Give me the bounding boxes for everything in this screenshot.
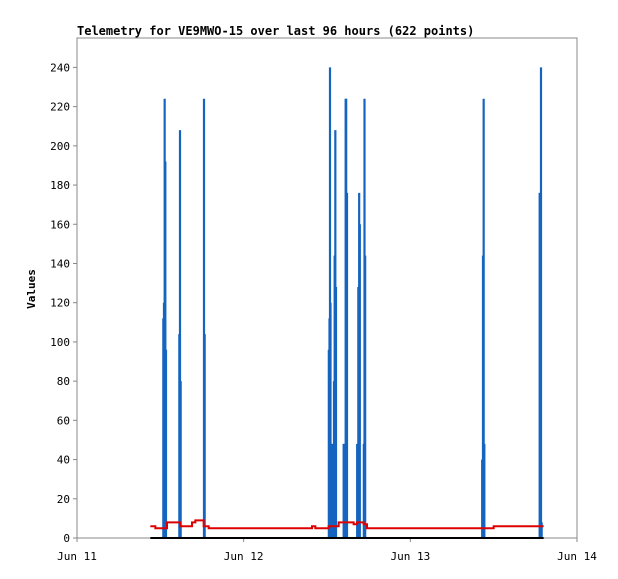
plot-area (76, 37, 578, 539)
x-tick-label: Jun 14 (557, 550, 597, 563)
y-tick-label: 20 (57, 493, 70, 506)
y-axis: 0 20 40 60 80 100 120 140 160 180 200 220 240 (50, 61, 77, 545)
y-tick-label: 200 (50, 140, 70, 153)
voltage-line (150, 519, 544, 530)
x-tick-label: Jun 13 (390, 550, 430, 563)
y-axis-label: Values (25, 269, 38, 309)
y-tick-label: 120 (50, 297, 70, 310)
y-tick-label: 100 (50, 336, 70, 349)
y-tick-label: 220 (50, 101, 70, 114)
y-tick-label: 240 (50, 61, 70, 74)
y-tick-label: 140 (50, 257, 70, 270)
y-tick-label: 160 (50, 218, 70, 231)
chart-title: Telemetry for VE9MWO-15 over last 96 hou… (77, 24, 474, 38)
y-tick-label: 60 (57, 414, 70, 427)
line-series (150, 519, 544, 539)
y-tick-label: 0 (63, 532, 70, 545)
spike-series (162, 67, 543, 538)
y-tick-label: 80 (57, 375, 70, 388)
x-axis: Jun 11 Jun 12 Jun 13 Jun 14 (57, 538, 597, 563)
x-tick-label: Jun 11 (57, 550, 97, 563)
x-tick-label: Jun 12 (224, 550, 264, 563)
y-tick-label: 40 (57, 454, 70, 467)
y-tick-label: 180 (50, 179, 70, 192)
